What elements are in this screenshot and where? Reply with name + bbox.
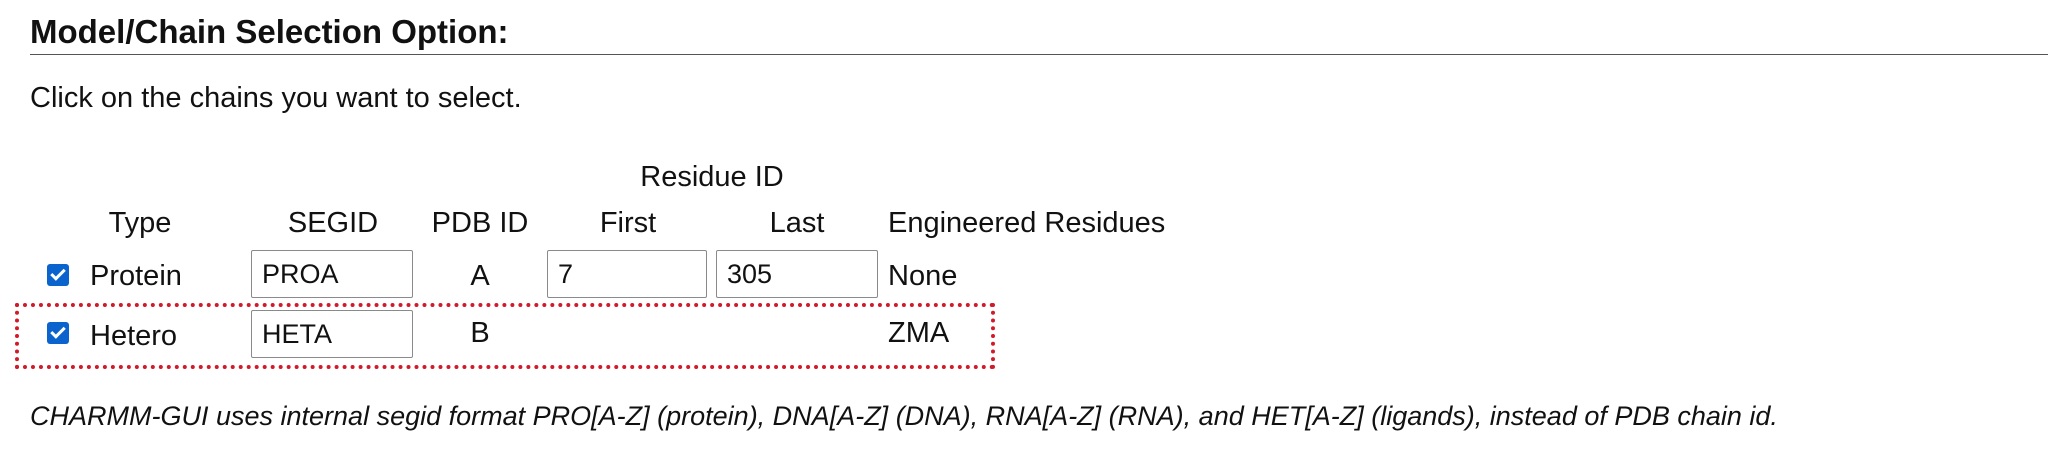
column-header-engineered-residues: Engineered Residues — [888, 207, 1166, 239]
hetero-checkbox[interactable] — [47, 322, 69, 344]
section-title: Model/Chain Selection Option: — [30, 13, 509, 50]
last-residue-input[interactable] — [716, 250, 878, 298]
row-engineered-residues: None — [888, 260, 958, 292]
segid-format-note: CHARMM-GUI uses internal segid format PR… — [30, 401, 1778, 431]
column-header-pdb-id: PDB ID — [431, 207, 529, 239]
row-pdb-id: B — [470, 317, 490, 349]
row-engineered-residues: ZMA — [888, 317, 950, 349]
column-header-last: Last — [769, 207, 825, 239]
first-residue-input[interactable] — [547, 250, 707, 298]
column-header-type: Type — [108, 207, 172, 239]
row-type-label: Protein — [90, 260, 182, 292]
residue-id-group-header: Residue ID — [640, 161, 784, 193]
row-type-label: Hetero — [90, 320, 178, 352]
instructions-text: Click on the chains you want to select. — [30, 82, 522, 114]
hetero-row-highlight — [15, 303, 995, 369]
segid-input-hetero[interactable] — [251, 310, 413, 358]
title-divider — [30, 54, 2048, 55]
protein-checkbox[interactable] — [47, 264, 69, 286]
column-header-first: First — [599, 207, 657, 239]
segid-input-protein[interactable] — [251, 250, 413, 298]
row-pdb-id: A — [470, 260, 490, 292]
column-header-segid: SEGID — [287, 207, 379, 239]
